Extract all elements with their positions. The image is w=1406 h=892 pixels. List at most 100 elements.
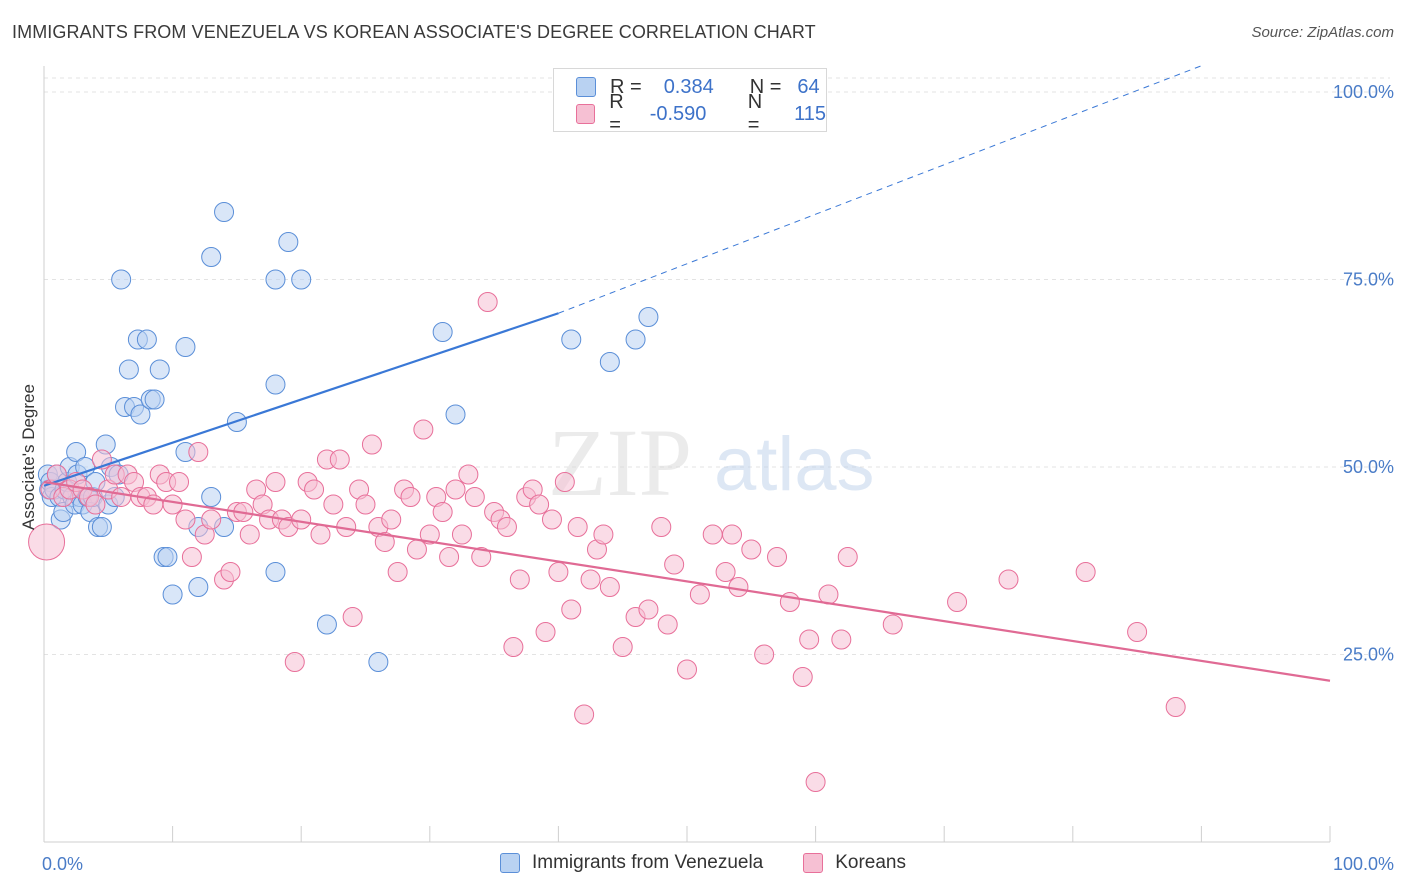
- data-point: [310, 524, 331, 545]
- data-point: [445, 479, 466, 500]
- data-point: [741, 539, 762, 560]
- data-point: [28, 523, 66, 561]
- data-point: [75, 457, 96, 477]
- data-point: [1165, 697, 1186, 717]
- data-point: [677, 659, 697, 680]
- data-point: [947, 592, 968, 612]
- data-point: [535, 622, 556, 642]
- trend-line-koreans: [43, 480, 1331, 682]
- r-label: R =: [610, 75, 642, 98]
- data-point: [162, 494, 183, 515]
- data-point: [188, 577, 209, 597]
- data-point: [201, 509, 222, 530]
- data-point: [432, 502, 453, 522]
- y-tick-label: 25.0%: [1343, 645, 1394, 665]
- n-value: 64: [797, 75, 820, 98]
- data-point: [689, 584, 710, 605]
- data-point: [284, 652, 305, 672]
- data-point: [1075, 562, 1096, 582]
- data-point: [599, 577, 620, 597]
- data-point: [1127, 622, 1148, 642]
- data-point: [130, 404, 151, 425]
- data-point: [541, 509, 562, 530]
- data-point: [496, 517, 517, 537]
- data-point: [657, 614, 678, 635]
- data-point: [754, 644, 775, 665]
- data-point: [239, 524, 260, 545]
- data-point: [580, 569, 601, 590]
- data-point: [265, 269, 286, 290]
- data-point: [278, 232, 299, 252]
- data-point: [458, 464, 479, 485]
- data-point: [882, 614, 903, 635]
- data-point: [265, 374, 286, 395]
- y-tick-label: 100.0%: [1333, 82, 1394, 102]
- watermark-atlas: atlas: [714, 422, 875, 507]
- data-point: [118, 359, 139, 380]
- data-point: [503, 637, 524, 657]
- x-tick-label: 100.0%: [1333, 854, 1394, 874]
- chart-title: IMMIGRANTS FROM VENEZUELA VS KOREAN ASSO…: [12, 22, 816, 42]
- data-point: [451, 524, 472, 545]
- data-point: [599, 352, 620, 372]
- series-koreans-points: [28, 292, 1186, 792]
- stats-legend: R = 0.384 N = 64 R = -0.590 N = 115: [553, 68, 827, 136]
- data-point: [111, 269, 132, 290]
- data-point: [136, 329, 157, 350]
- n-value: 115: [794, 102, 827, 125]
- data-point: [149, 359, 170, 380]
- series-legend: Immigrants from Venezuela Koreans: [0, 852, 1406, 874]
- legend-label-venezuela: Immigrants from Venezuela: [531, 852, 764, 873]
- stats-legend-row-venezuela: R = 0.384 N = 64: [576, 75, 820, 99]
- watermark: ZIP atlas: [548, 409, 875, 516]
- legend-swatch-blue: [499, 853, 520, 873]
- legend-swatch-pink: [576, 104, 596, 124]
- r-value: -0.590: [649, 102, 707, 125]
- data-point: [477, 292, 498, 312]
- data-point: [651, 517, 672, 537]
- data-point: [368, 652, 389, 672]
- data-point: [702, 524, 723, 545]
- data-point: [593, 524, 614, 545]
- n-label: N =: [747, 91, 763, 136]
- data-point: [728, 577, 749, 597]
- y-axis-label: Associate's Degree: [19, 384, 38, 530]
- data-point: [201, 487, 222, 507]
- data-point: [85, 494, 106, 515]
- source-label: Source: ZipAtlas.com: [1251, 24, 1394, 41]
- data-point: [381, 509, 402, 530]
- legend-item-koreans: Koreans: [803, 852, 906, 874]
- data-point: [574, 704, 595, 725]
- r-label: R =: [609, 91, 624, 136]
- data-point: [432, 322, 453, 342]
- data-point: [361, 434, 382, 455]
- trend-line-venezuela-extension: [558, 65, 1202, 314]
- data-point: [998, 569, 1019, 590]
- data-point: [471, 547, 492, 567]
- data-point: [265, 562, 286, 582]
- data-point: [767, 547, 788, 567]
- data-point: [201, 247, 222, 267]
- trend-lines: [43, 65, 1331, 682]
- data-point: [374, 532, 395, 552]
- data-point: [157, 547, 178, 567]
- data-point: [66, 442, 87, 462]
- data-point: [111, 487, 132, 507]
- data-point: [169, 472, 190, 492]
- data-point: [837, 547, 858, 567]
- r-value: 0.384: [663, 75, 714, 98]
- data-point: [722, 524, 743, 545]
- data-point: [831, 629, 852, 650]
- data-point: [355, 494, 376, 515]
- legend-swatch-blue: [576, 77, 596, 97]
- data-point: [509, 569, 530, 590]
- data-point: [214, 202, 235, 222]
- legend-swatch-pink: [803, 853, 824, 873]
- data-point: [561, 329, 582, 350]
- data-point: [638, 599, 659, 620]
- data-point: [799, 629, 820, 650]
- data-point: [464, 487, 485, 507]
- trend-line-venezuela: [43, 312, 559, 487]
- data-point: [175, 337, 196, 357]
